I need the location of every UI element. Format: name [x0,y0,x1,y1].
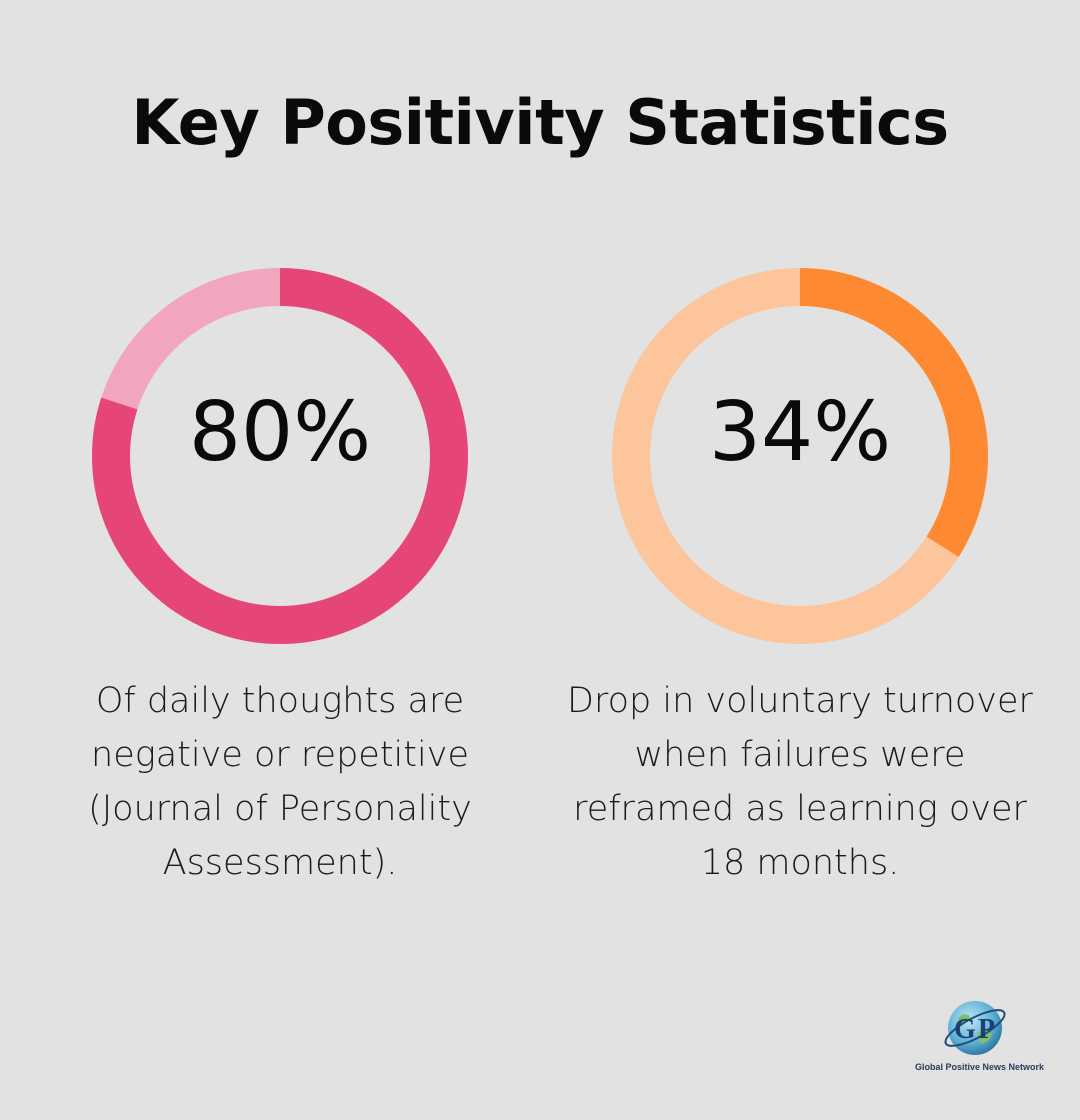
donut-chart [80,256,480,656]
logo-letter: G [954,1014,976,1045]
brand-logo: G P Global Positive News Network [912,996,1052,1080]
caption-line: Drop in voluntary turnover [567,681,1033,721]
donut-filled-arc [92,268,468,644]
caption-line: when failures were [634,735,966,775]
stat-value: 34% [708,385,892,480]
logo-name: Global Positive News Network [914,1062,1045,1072]
stat-card-turnover-thoughts: 80% Of daily thoughts are negative or re… [40,240,520,980]
caption-line: 18 months. [700,843,900,883]
caption-line: negative or repetitive [91,735,469,775]
caption-line: Assessment). [162,843,398,883]
donut-svg [612,268,988,644]
stat-card-turnover-drop: 34% Drop in voluntary turnover when fail… [560,240,1040,980]
stat-caption: Of daily thoughts are negative or repeti… [40,674,520,890]
stat-caption: Drop in voluntary turnover when failures… [560,674,1040,890]
caption-line: (Journal of Personality [88,789,472,829]
caption-line: Of daily thoughts are [95,681,465,721]
globe-icon: G P [940,996,1010,1060]
donut-chart [600,256,1000,656]
logo-letter: P [978,1014,995,1045]
page-title: Key Positivity Statistics [131,86,949,159]
donut-filled-arc [612,268,988,644]
donut-svg [92,268,468,644]
stat-value: 80% [188,385,372,480]
caption-line: reframed as learning over [573,789,1027,829]
